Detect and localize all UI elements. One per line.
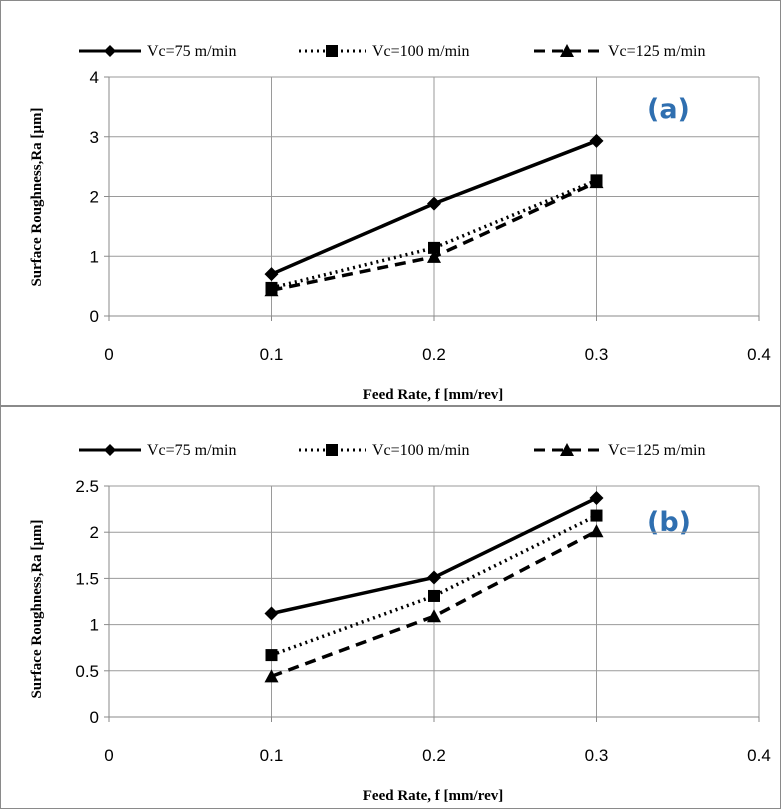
data-point-square — [428, 589, 440, 602]
legend-triangle-marker — [560, 443, 574, 456]
x-tick-label: 0.3 — [585, 345, 609, 364]
legend-label-series-3: Vc=125 m/min — [608, 442, 705, 459]
x-tick-label: 0.3 — [585, 746, 609, 765]
x-tick-label: 0.2 — [422, 345, 446, 364]
data-point-diamond — [589, 491, 604, 506]
y-tick-label: 0 — [90, 307, 99, 326]
chart-b-svg: Vc=75 m/min Vc=100 m/min Vc=125 m/min (b… — [29, 442, 771, 804]
x-axis-title: Feed Rate, f [mm/rev] — [363, 788, 504, 804]
data-point-diamond — [427, 196, 441, 211]
data-point-triangle — [427, 249, 441, 263]
legend-diamond-marker — [104, 45, 116, 57]
x-tick-label: 0 — [104, 746, 113, 765]
legend-label-series-1: Vc=75 m/min — [147, 43, 236, 60]
y-tick-label: 2 — [90, 188, 99, 207]
panel-label: (b) — [647, 507, 691, 538]
chart-panel-b: Vc=75 m/min Vc=100 m/min Vc=125 m/min (b… — [0, 406, 781, 809]
x-tick-label: 0.1 — [260, 746, 284, 765]
legend-label-series-3: Vc=125 m/min — [608, 43, 705, 60]
legend-label-series-2: Vc=100 m/min — [372, 43, 469, 60]
legend-label-series-2: Vc=100 m/min — [372, 442, 469, 459]
data-point-square — [590, 509, 603, 522]
chart-a-svg: Vc=75 m/min Vc=100 m/min Vc=125 m/min (a… — [29, 43, 771, 403]
y-tick-label: 1 — [90, 247, 99, 266]
legend: Vc=75 m/min Vc=100 m/min Vc=125 m/min — [79, 43, 705, 60]
y-tick-label: 4 — [90, 68, 99, 87]
x-tick-label: 0.4 — [747, 746, 771, 765]
legend-square-marker — [326, 444, 338, 456]
data-point-diamond — [589, 133, 604, 148]
data-point-triangle — [264, 669, 279, 683]
data-point-triangle — [589, 524, 604, 538]
legend-label-series-1: Vc=75 m/min — [147, 442, 236, 459]
x-tick-label: 0 — [104, 345, 113, 364]
y-tick-label: 2 — [90, 523, 99, 542]
x-tick-label: 0.1 — [260, 345, 284, 364]
x-tick-label: 0.4 — [747, 345, 771, 364]
data-point-triangle — [427, 609, 441, 623]
y-axis-title: Surface Roughness,Ra [µm] — [29, 519, 45, 698]
x-axis-title: Feed Rate, f [mm/rev] — [363, 387, 504, 403]
y-tick-label: 3 — [90, 128, 99, 147]
y-tick-label: 0 — [90, 708, 99, 727]
data-point-square — [265, 649, 278, 662]
legend-triangle-marker — [560, 44, 574, 57]
series-line-3 — [270, 529, 598, 678]
plot-area: 0 0.5 1 1.5 2 2.5 0 0.1 0.2 0.3 0.4 — [75, 477, 770, 765]
data-point-square — [428, 241, 440, 254]
y-tick-label: 1 — [90, 616, 99, 635]
plot-area: 0 1 2 3 4 0 0.1 0.2 0.3 0.4 — [90, 68, 771, 364]
legend: Vc=75 m/min Vc=100 m/min Vc=125 m/min — [79, 442, 705, 459]
chart-panel-a: Vc=75 m/min Vc=100 m/min Vc=125 m/min (a… — [0, 0, 781, 406]
x-tick-label: 0.2 — [422, 746, 446, 765]
data-point-triangle — [589, 175, 604, 189]
panel-label: (a) — [647, 94, 690, 125]
y-tick-label: 2.5 — [75, 477, 99, 496]
data-point-diamond — [264, 267, 279, 282]
legend-diamond-marker — [104, 444, 116, 456]
data-point-diamond — [427, 570, 441, 585]
legend-square-marker — [326, 45, 338, 57]
data-point-triangle — [264, 283, 279, 297]
y-tick-label: 1.5 — [75, 569, 99, 588]
y-tick-label: 0.5 — [75, 662, 99, 681]
series-line-2 — [271, 178, 598, 290]
y-axis-title: Surface Roughness,Ra [µm] — [29, 107, 45, 286]
data-point-diamond — [264, 606, 279, 621]
